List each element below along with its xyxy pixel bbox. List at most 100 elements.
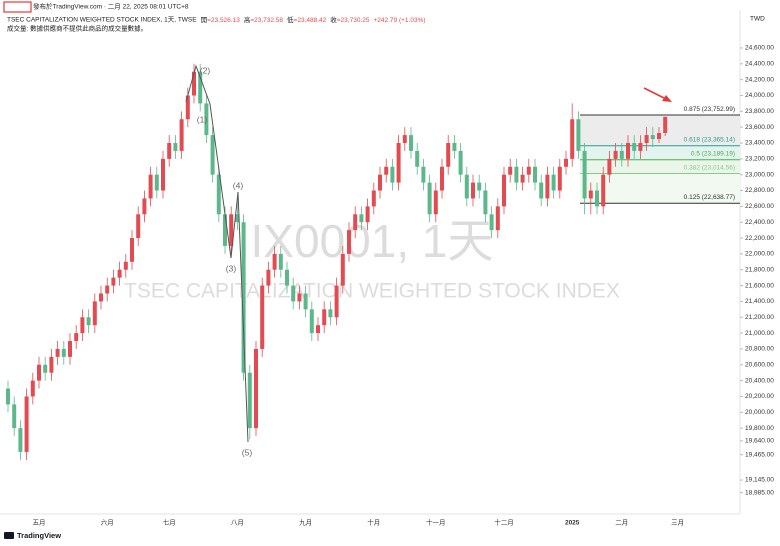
candle-body [601, 174, 606, 207]
candle-body [446, 143, 451, 167]
candle-body [409, 135, 413, 151]
candle-body [24, 396, 29, 452]
candle-body [130, 238, 134, 262]
candle-body [247, 372, 252, 429]
candles [6, 63, 668, 460]
candle-body [266, 269, 271, 286]
candle-body [328, 309, 333, 318]
x-tick-label: 九月 [299, 518, 312, 527]
fib-retracement: 0.875 (23,752.99) 0.618 (23,365.14) 0.5 (2… [580, 106, 740, 204]
y-tick-label: 21,400.00 [745, 298, 774, 305]
candle-body [68, 341, 72, 357]
y-tick-label: 23,600.00 [745, 124, 774, 131]
x-tick-label: 八月 [231, 519, 244, 527]
candle-body [61, 348, 66, 357]
candle-body [526, 166, 531, 175]
y-tick-label: 24,400.00 [745, 61, 774, 68]
candle-body [477, 182, 482, 191]
candle-body [471, 182, 475, 199]
candle-body [378, 174, 382, 191]
y-tick-label: 24,200.00 [745, 76, 774, 83]
candle-body [539, 182, 544, 199]
candle-body [421, 166, 426, 183]
ohlc-label: 低 [287, 15, 294, 24]
candle-body [303, 293, 308, 310]
candle-body [136, 214, 141, 239]
y-tick-label: 22,800.00 [745, 187, 774, 194]
candle-body [74, 333, 79, 342]
candle-body [291, 285, 296, 302]
candle-body [502, 174, 506, 207]
candle-body [235, 214, 240, 223]
candle-body [514, 166, 519, 183]
ohlc: 開=23,526.13 高=23,732.58 低=23,488.42 收=23,73… [201, 15, 426, 24]
candle-body [607, 158, 612, 175]
candle-body [458, 150, 463, 175]
x-tick-label: 五月 [33, 519, 46, 527]
change: +242.79 (+1.03%) [373, 17, 425, 24]
y-tick-label: 19,145.00 [745, 477, 774, 484]
candle-body [167, 143, 172, 159]
candle-body [353, 214, 358, 231]
candle-body [210, 135, 215, 175]
candle-body [173, 143, 178, 151]
candle-body [285, 269, 289, 286]
candle-body [179, 119, 184, 151]
wave-label: (4) [233, 180, 244, 190]
candle-body [297, 293, 302, 302]
candle-body [433, 190, 438, 215]
candle-body [148, 174, 153, 199]
redacted-box [3, 1, 32, 13]
candle-body [483, 190, 488, 215]
candle-body [365, 206, 370, 223]
candle-body [508, 166, 513, 175]
x-tick-label: 十月 [367, 518, 380, 527]
fib-zone [580, 115, 740, 146]
candle-body [223, 214, 227, 246]
candle-body [520, 174, 525, 183]
candle-body [161, 158, 165, 191]
candle-body [6, 388, 10, 405]
candle-body [99, 293, 103, 302]
y-tick-label: 21,600.00 [745, 282, 774, 289]
watermark-name: TSEC CAPITALIZATION WEIGHTED STOCK INDEX [124, 280, 620, 303]
fib-zone [580, 173, 740, 204]
y-tick-label: 18,985.00 [745, 489, 774, 496]
symbol: TSEC CAPITALIZATION WEIGHTED STOCK INDEX… [7, 16, 197, 24]
candle-body [576, 119, 581, 151]
candle-body [229, 214, 234, 246]
y-tick-label: 22,400.00 [745, 219, 774, 226]
candle-body [619, 150, 624, 159]
candle-body [564, 158, 568, 167]
x-tick-label: 十二月 [494, 518, 514, 527]
y-tick-label: 19,640.00 [745, 438, 774, 445]
ohlc-value: =23,730.25 [337, 17, 370, 24]
x-tick-label: 七月 [163, 518, 176, 527]
y-tick-label: 19,465.00 [745, 451, 774, 458]
candle-body [80, 317, 85, 334]
candle-body [644, 135, 649, 144]
candle-body [92, 301, 97, 326]
y-tick-label: 19,800.00 [745, 425, 774, 432]
x-tick-label: 六月 [101, 518, 114, 527]
candle-body [427, 182, 432, 215]
candle-body [650, 135, 655, 140]
candle-body [142, 198, 147, 215]
candle-body [117, 269, 122, 278]
candle-body [415, 150, 420, 167]
candle-body [278, 253, 283, 270]
candle-body [452, 143, 457, 151]
candle-body [30, 380, 35, 397]
candle-body [216, 174, 221, 215]
candle-body [254, 348, 258, 429]
candle-body [86, 317, 91, 326]
y-tick-label: 23,800.00 [745, 108, 774, 115]
fib-label: 0.125 (22,638.77) [684, 194, 735, 201]
candle-body [198, 71, 203, 104]
x-tick-label: 十一月 [426, 518, 446, 527]
fib-label: 0.382 (23,014.56) [684, 164, 735, 171]
candle-body [185, 95, 190, 120]
candle-body [440, 166, 444, 191]
candle-body [657, 133, 661, 140]
